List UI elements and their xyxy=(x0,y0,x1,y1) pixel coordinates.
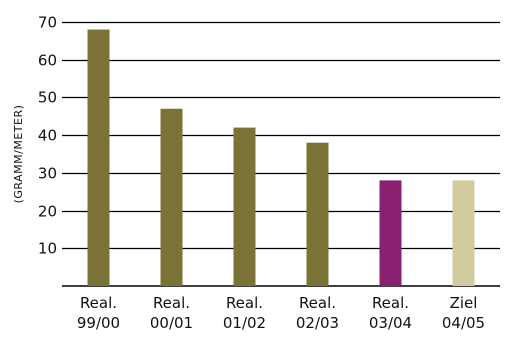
category-label-line: 99/00 xyxy=(77,314,120,332)
category-label-line: Real. xyxy=(372,294,409,312)
gridlines xyxy=(62,21,500,287)
category-label: Real. 02/03 xyxy=(296,294,339,332)
y-tick-label: 30 xyxy=(38,165,57,183)
bar-3 xyxy=(306,142,329,286)
category-label-line: Real. xyxy=(299,294,336,312)
y-tick-label: 10 xyxy=(38,240,57,258)
bar-0 xyxy=(87,29,110,287)
category-label-line: 01/02 xyxy=(223,314,266,332)
category-label-line: Real. xyxy=(226,294,263,312)
y-axis-label: (GRAMM/METER) xyxy=(12,105,25,204)
category-label: Real. 00/01 xyxy=(150,294,193,332)
category-label: Ziel 04/05 xyxy=(442,294,485,332)
bars xyxy=(87,29,475,287)
category-label-line: Real. xyxy=(80,294,117,312)
category-label: Real. 01/02 xyxy=(223,294,266,332)
y-tick-label: 50 xyxy=(38,89,57,107)
y-tick-label: 40 xyxy=(38,127,57,145)
bar-1 xyxy=(160,108,183,286)
category-label-line: 04/05 xyxy=(442,314,485,332)
category-label-line: 00/01 xyxy=(150,314,193,332)
bar-4 xyxy=(379,180,402,286)
category-label-line: 02/03 xyxy=(296,314,339,332)
category-label: Real. 03/04 xyxy=(369,294,412,332)
category-label-line: Real. xyxy=(153,294,190,312)
category-label-line: Ziel xyxy=(450,294,478,312)
category-label-line: 03/04 xyxy=(369,314,412,332)
x-category-labels: Real. 99/00 Real. 00/01 Real. 01/02 Real. 02/03… xyxy=(77,294,485,332)
y-tick-labels: 10 20 30 40 50 60 70 xyxy=(38,14,57,258)
y-tick-label: 70 xyxy=(38,14,57,32)
bar-5 xyxy=(452,180,475,286)
category-label: Real. 99/00 xyxy=(77,294,120,332)
bar-2 xyxy=(233,127,256,286)
y-tick-label: 20 xyxy=(38,203,57,221)
y-tick-label: 60 xyxy=(38,52,57,70)
